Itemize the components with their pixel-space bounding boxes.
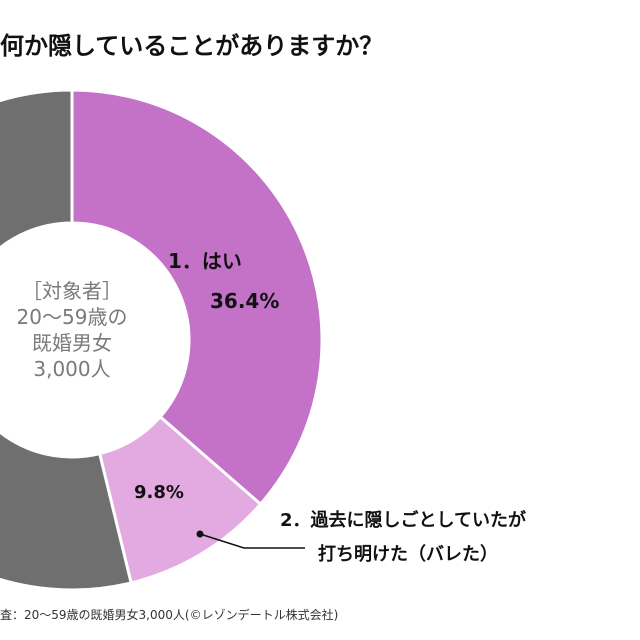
chart-title: 何か隠していることがありますか？: [0, 32, 384, 60]
slice-value-hai: 36.4%: [210, 289, 279, 313]
leader-line-revealed: [199, 533, 305, 549]
center-label-line-2: 20～59歳の: [17, 305, 128, 329]
center-label-line-3: 既婚男女: [32, 331, 112, 355]
center-label-line-1: ［対象者］: [22, 279, 122, 303]
slice-value-revealed: 9.8%: [134, 482, 184, 503]
leader-dot-revealed: [196, 530, 204, 538]
slice-other: [0, 88, 133, 592]
slice-hai: [70, 88, 324, 507]
slice-label-hai: 1．はい: [168, 249, 242, 273]
donut-slices: [0, 88, 324, 592]
slice-label-revealed-line-1: 2．過去に隠しごとしていたが: [280, 509, 526, 531]
footnote: 査：20～59歳の既婚男女3,000人(©レゾンデートル株式会社): [0, 608, 339, 622]
center-label-line-4: 3,000人: [33, 357, 110, 381]
slice-label-revealed-line-2: 打ち明けた（バレた）: [318, 543, 498, 565]
